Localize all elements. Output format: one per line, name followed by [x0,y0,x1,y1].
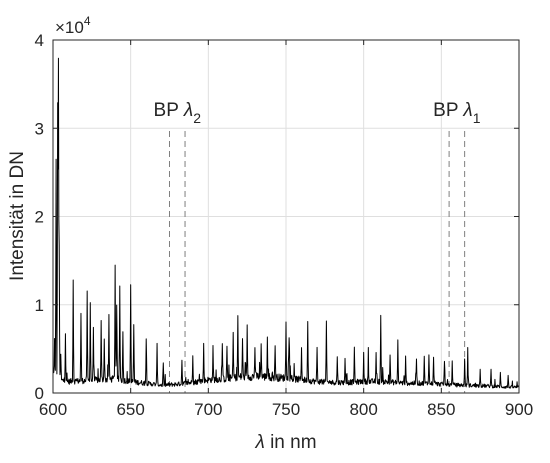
bandpass-label-subscript: 1 [473,110,481,126]
axis-ticks: 600 650 700 750 800 850 900 0 1 2 3 4 [35,31,534,419]
y-tick-label: 0 [35,384,44,403]
x-tick-label: 700 [194,400,222,419]
x-axis-label-symbol: λ [254,432,264,453]
x-tick-label: 600 [39,400,67,419]
annotations: BP λ2 BP λ1 [154,100,481,126]
y-tick-label: 1 [35,296,44,315]
y-exponent-prefix: ×10 [55,18,84,37]
y-exponent-power: 4 [84,14,91,28]
bandpass-markers [169,131,466,393]
x-axis-label-text: in nm [265,432,317,453]
x-tick-label: 900 [505,400,533,419]
y-exponent-label: ×104 [55,14,91,37]
x-axis-label: λ in nm [254,432,316,453]
y-tick-label: 2 [35,208,44,227]
grid-lines [53,40,519,393]
y-axis-label: Intensität in DN [7,151,28,281]
bandpass-label-prefix: BP [154,100,184,121]
bandpass-label-symbol: λ [462,100,472,121]
x-tick-label: 850 [427,400,455,419]
bandpass-label: BP λ2 [154,100,202,126]
bandpass-label-prefix: BP [433,100,463,121]
bandpass-label-subscript: 2 [193,110,201,126]
bandpass-label-symbol: λ [183,100,193,121]
y-tick-label: 4 [35,31,44,50]
x-tick-label: 750 [272,400,300,419]
x-tick-label: 650 [116,400,144,419]
x-tick-label: 800 [349,400,377,419]
y-tick-label: 3 [35,119,44,138]
spectrum-series-line [52,57,520,389]
bandpass-label: BP λ1 [433,100,481,126]
